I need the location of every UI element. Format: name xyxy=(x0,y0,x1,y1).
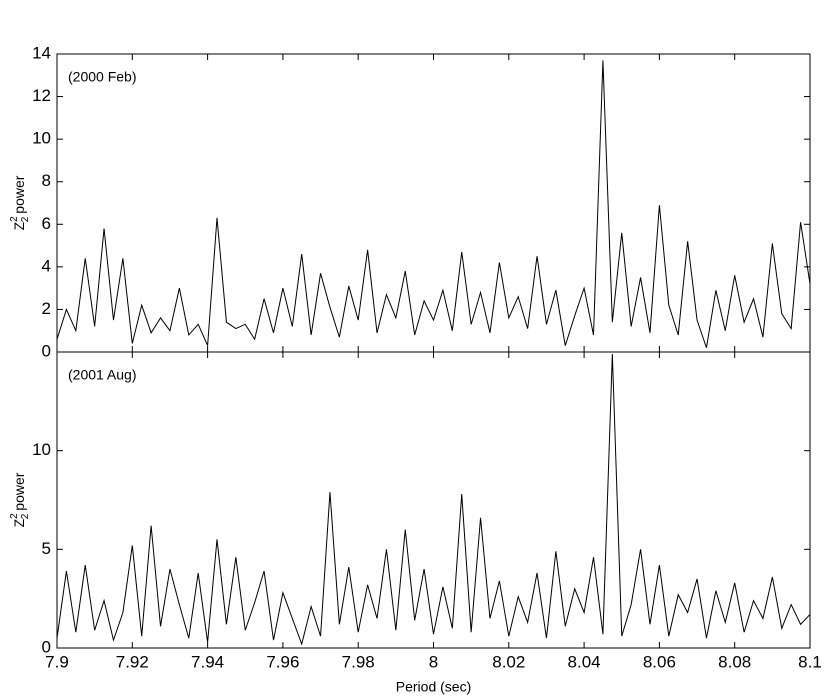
x-tick-label: 8.1 xyxy=(798,652,822,671)
plot-frame xyxy=(56,53,811,353)
y-axis-label: Z22 power xyxy=(9,175,31,230)
y-label-sup: 2 xyxy=(9,216,20,222)
y-tick-label: 4 xyxy=(42,256,51,275)
plot-frame xyxy=(56,351,811,649)
y-tick-label: 8 xyxy=(42,171,51,190)
y-tick-label: 10 xyxy=(32,129,51,148)
x-tick-label: 8.08 xyxy=(718,652,751,671)
panel-annotation: (2001 Aug) xyxy=(68,367,137,383)
x-tick-label: 8.02 xyxy=(492,652,525,671)
y-axis-label: Z22 power xyxy=(9,472,31,527)
x-tick-label: 7.94 xyxy=(191,652,224,671)
x-tick-label: 8.06 xyxy=(643,652,676,671)
y-label-rest: power xyxy=(11,175,27,213)
y-label-base: Z xyxy=(11,221,27,230)
x-tick-label: 7.96 xyxy=(266,652,299,671)
y-label-sub: 2 xyxy=(20,513,31,519)
y-label-sub: 2 xyxy=(20,216,31,222)
y-tick-label: 0 xyxy=(42,637,51,656)
x-tick-label: 7.92 xyxy=(116,652,149,671)
y-tick-label: 14 xyxy=(32,43,51,62)
x-axis-label: Period (sec) xyxy=(396,679,471,695)
x-tick-label: 7.9 xyxy=(45,652,69,671)
y-tick-label: 6 xyxy=(42,214,51,233)
y-label-rest: power xyxy=(11,472,27,510)
y-label-sup: 2 xyxy=(9,513,20,519)
y-tick-label: 5 xyxy=(42,539,51,558)
y-tick-label: 10 xyxy=(32,440,51,459)
y-tick-label: 2 xyxy=(42,299,51,318)
x-tick-label: 8 xyxy=(429,652,438,671)
data-line xyxy=(56,353,811,646)
y-tick-label: 12 xyxy=(32,86,51,105)
y-label-base: Z xyxy=(11,518,27,527)
panel-annotation: (2000 Feb) xyxy=(68,69,136,85)
data-line xyxy=(56,60,811,348)
x-tick-label: 7.98 xyxy=(342,652,375,671)
x-tick-label: 8.04 xyxy=(568,652,601,671)
y-tick-label: 0 xyxy=(42,341,51,360)
